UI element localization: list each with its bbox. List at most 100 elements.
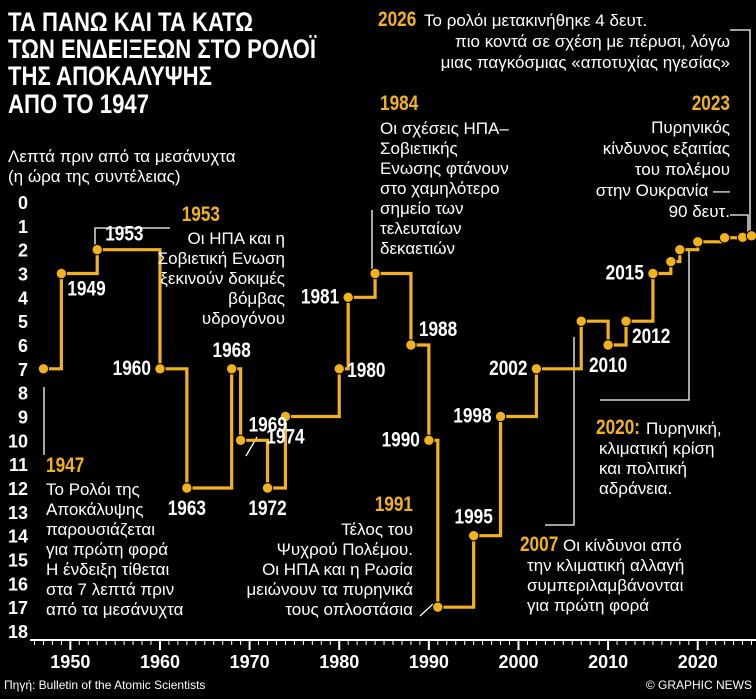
annotation-text-line: Σοβιετική Ενωση	[158, 249, 285, 268]
annotation-text-line: για πρώτη φορά	[46, 540, 168, 559]
annotation-year: 2023	[692, 93, 730, 116]
leader-line	[600, 248, 690, 401]
annotation-text-line: στο χαμηλότερο	[380, 179, 500, 198]
year-label: 1988	[419, 319, 458, 342]
data-point	[665, 255, 677, 268]
x-axis: 1950 1960 1970 1980 1990 2000 2010 2020	[30, 639, 756, 672]
annotation-text-line: Πυρηνικός	[651, 118, 730, 137]
annotation: 2026 Το ρολόι μετακινήθηκε 4 δευτ. πιο κον…	[378, 9, 730, 72]
leader-line	[94, 227, 170, 252]
year-label: 1990	[382, 429, 420, 452]
leader-line	[730, 29, 751, 238]
annotation-text-line: μιας παγκόσμιας «αποτυχίας ηγεσίας»	[441, 53, 730, 72]
annotation-text-line: Τέλος του	[341, 520, 413, 539]
year-label: 1974	[266, 426, 305, 449]
annotation-text-line: τους οπλοστάσια	[285, 600, 413, 619]
data-point	[333, 363, 345, 375]
y-tick-label: 14	[8, 527, 28, 547]
year-label: 2002	[489, 357, 527, 380]
annotation-text-line: κίνδυνος εξαιτίας	[603, 139, 730, 158]
data-point	[692, 236, 704, 248]
y-tick-label: 11	[9, 455, 28, 475]
chart-title-line: ΤΑ ΠΑΝΩ ΚΑΙ ΤΑ ΚΑΤΩ	[8, 8, 253, 38]
data-point	[647, 267, 659, 280]
y-axis-label-line: Λεπτά πριν από τα μεσάνυχτα	[8, 147, 236, 166]
data-point	[369, 267, 381, 280]
data-point	[494, 410, 507, 423]
year-label: 1998	[453, 405, 492, 428]
data-point	[530, 363, 543, 375]
y-tick-label: 15	[8, 551, 28, 571]
annotation-text-line: παρουσιάζεται	[46, 520, 155, 539]
annotation-text-line: από τα μεσάνυχτα	[46, 600, 184, 619]
annotation-text-line: δεκαετιών	[380, 239, 455, 258]
y-tick-label: 16	[8, 574, 28, 594]
data-point	[602, 339, 614, 351]
annotation-text-line: Η ένδειξη τίθεται	[46, 560, 170, 579]
annotation-text-line: τελευταίων	[380, 219, 462, 238]
annotation-year: 2020:	[596, 417, 640, 440]
annotation-text-line: σημείο των	[380, 199, 464, 218]
x-tick-label: 1990	[409, 652, 449, 672]
data-point	[37, 363, 50, 375]
annotation-year: 1984	[380, 93, 419, 116]
annotation-text-line: Το Ρολόι της	[46, 480, 140, 499]
x-tick-label: 2020	[678, 652, 718, 672]
year-label: 1981	[301, 286, 340, 309]
annotation: 1947 Το Ρολόι τηςΑποκάλυψηςπαρουσιάζεταιγ…	[46, 455, 184, 619]
credit-note: © GRAPHIC NEWS	[646, 678, 752, 692]
data-point	[718, 232, 731, 244]
annotation-text-line: την κλιματική αλλαγή	[527, 556, 684, 575]
data-point	[279, 410, 292, 423]
year-label: 1960	[113, 357, 151, 380]
annotation-text-line: Το ρολόι μετακινήθηκε 4 δευτ.	[424, 11, 647, 30]
y-tick-label: 4	[18, 288, 28, 308]
annotation-year: 1991	[375, 494, 414, 517]
y-tick-label: 13	[8, 503, 28, 523]
chart-title-line: ΑΠΟ ΤΟ 1947	[8, 90, 149, 120]
data-point	[181, 482, 193, 494]
data-point	[674, 243, 686, 256]
data-point	[261, 482, 274, 494]
data-point	[745, 230, 756, 242]
y-tick-label: 18	[8, 622, 28, 642]
annotation-text-line: και πολιτική	[599, 459, 687, 478]
y-tick-label: 3	[18, 265, 28, 285]
leader-line	[419, 603, 434, 617]
annotation-text-line: Οι ΗΠΑ και η Ρωσία	[262, 560, 413, 579]
annotation-year: 1953	[182, 204, 220, 227]
y-tick-label: 10	[8, 431, 28, 451]
annotation: 2023 Πυρηνικός κίνδυνος εξαιτίας του πολέμο…	[596, 93, 730, 221]
annotation-text-line: ξεκινούν δοκιμές	[160, 269, 285, 288]
data-point	[154, 363, 166, 375]
data-point	[467, 529, 480, 542]
data-points	[37, 230, 756, 613]
annotation-text-line: πιο κοντά σε σχέση με πέρυσι, λόγω	[455, 32, 730, 51]
data-point	[55, 267, 68, 280]
annotation-text-line: μειώνουν τα πυρηνικά	[247, 580, 414, 599]
y-tick-label: 6	[18, 336, 28, 356]
data-point	[405, 339, 417, 351]
data-point	[575, 315, 587, 327]
x-tick-label: 1980	[319, 652, 359, 672]
year-label: 1949	[67, 278, 105, 301]
annotation-text-line: υδρογόνου	[202, 309, 285, 328]
y-tick-label: 9	[18, 408, 28, 428]
annotation-text-line: Αποκάλυψης	[46, 500, 144, 519]
data-point	[225, 363, 238, 375]
leader-lines	[43, 29, 751, 617]
x-tick-label: 1950	[50, 652, 90, 672]
year-label: 2012	[632, 326, 670, 349]
series-line	[43, 235, 754, 609]
y-axis-label-line: (η ώρα της συντέλειας)	[8, 167, 181, 186]
x-tick-label: 2010	[588, 652, 628, 672]
leader-line	[730, 214, 749, 236]
annotation-text-line: κλιματική κρίση	[599, 439, 714, 458]
